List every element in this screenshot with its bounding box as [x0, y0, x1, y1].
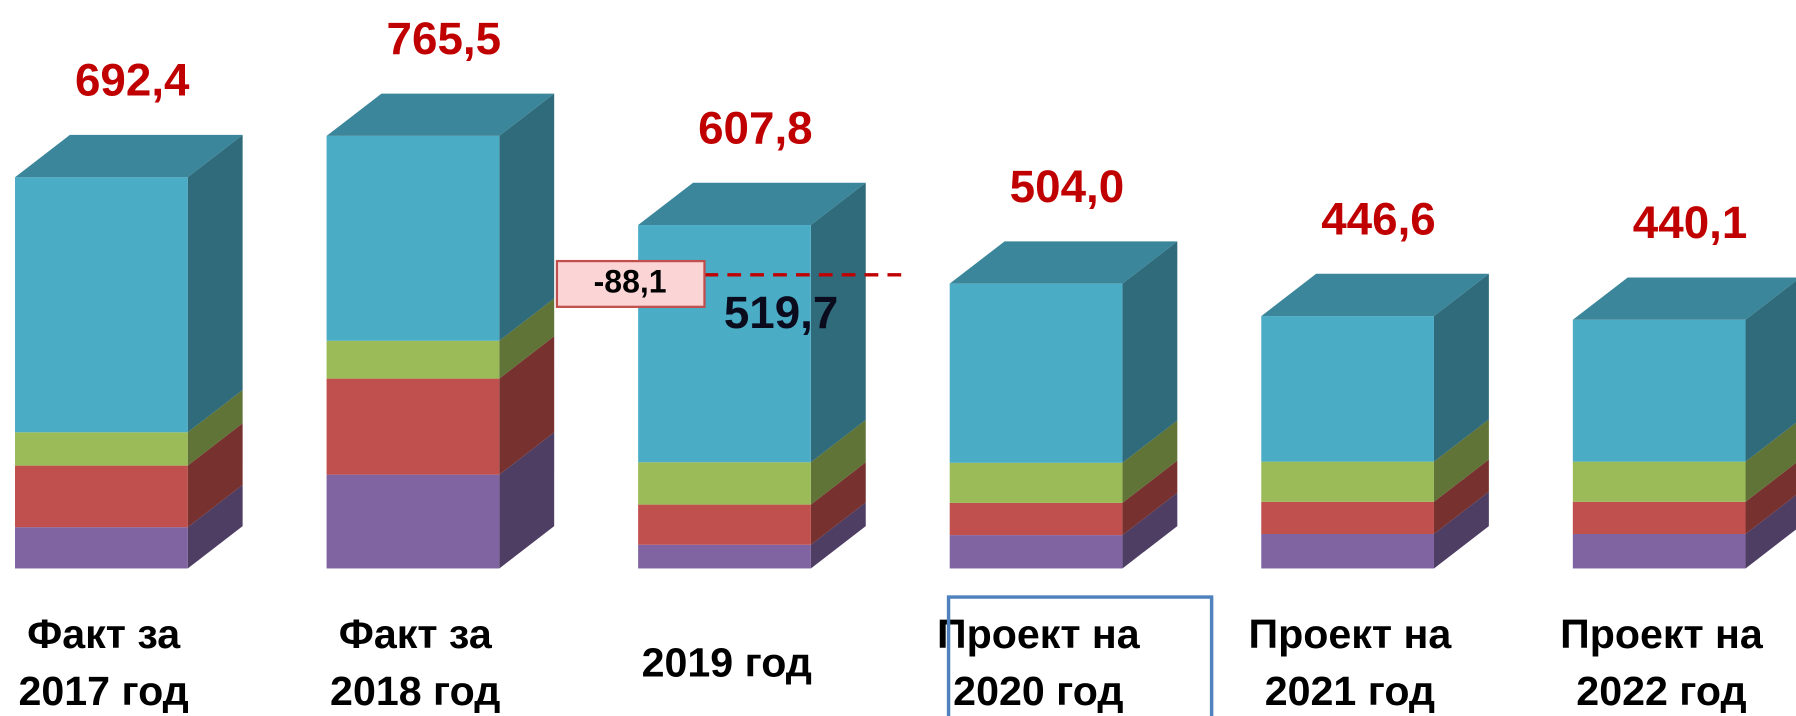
difference-label: -88,1 — [594, 263, 667, 299]
category-label: Факт за — [27, 611, 181, 657]
bar-segment — [1572, 533, 1746, 569]
bar-side — [1745, 280, 1796, 462]
total-label: 440,1 — [1633, 197, 1748, 248]
bar-segment — [949, 283, 1123, 463]
bar-segment — [638, 462, 811, 505]
bar-side — [810, 502, 866, 569]
category-label: 2017 год — [18, 668, 188, 714]
bar-segment — [949, 535, 1123, 569]
category-label: Факт за — [339, 611, 493, 657]
bar-segment — [1261, 533, 1434, 569]
bar-side — [1122, 492, 1178, 569]
bar-segment — [638, 544, 811, 569]
bar-top — [15, 134, 243, 178]
bar-top — [326, 93, 555, 136]
bar-side — [499, 298, 555, 379]
bar-segment — [1572, 461, 1746, 502]
bar-side — [187, 134, 243, 433]
bar-side — [499, 336, 555, 475]
bar-side — [1122, 241, 1178, 463]
bar-top — [1261, 273, 1489, 317]
bar-segment — [326, 474, 500, 569]
category-label: 2019 год — [642, 640, 812, 686]
bar-segment — [1261, 316, 1434, 462]
bar-segment — [1572, 501, 1746, 534]
bar-segment — [638, 504, 811, 545]
bar-side — [810, 419, 866, 505]
total-label: 765,5 — [387, 13, 502, 64]
category-label: Проект на — [1560, 611, 1764, 657]
bar-side — [1433, 459, 1489, 534]
total-label: 504,0 — [1010, 161, 1125, 212]
bar-side — [187, 484, 243, 569]
category-label: 2018 год — [330, 668, 500, 714]
bar-side — [1433, 419, 1489, 502]
bar-side — [1433, 273, 1489, 462]
category-label: 2021 год — [1265, 668, 1435, 714]
bar-side — [1745, 495, 1796, 569]
category-label: Проект на — [1249, 611, 1453, 657]
bar-segment — [326, 340, 500, 379]
reference-label: 519,7 — [724, 287, 839, 338]
bar-segment — [1261, 461, 1434, 502]
bar-side — [187, 389, 243, 466]
total-label: 607,8 — [698, 102, 813, 153]
bar-segment — [15, 465, 188, 528]
difference-box — [555, 259, 706, 308]
category-label: 2020 год — [953, 668, 1123, 714]
bar-segment — [1261, 501, 1434, 534]
bar-top — [638, 182, 866, 226]
bar-side — [810, 182, 866, 463]
bar-segment — [949, 462, 1123, 503]
bar-segment — [1572, 319, 1746, 462]
bar-side — [1433, 491, 1489, 569]
bar-segment — [326, 135, 500, 341]
bar-side — [810, 462, 866, 545]
category-label: 2022 год — [1576, 668, 1746, 714]
bar-segment — [15, 527, 188, 569]
category-box — [946, 595, 1214, 716]
bar-top — [1572, 277, 1796, 320]
total-label: 446,6 — [1321, 193, 1436, 244]
bar-segment — [949, 502, 1123, 536]
bar-side — [1122, 460, 1178, 536]
bar-side — [1745, 422, 1796, 502]
bar-side — [499, 93, 555, 341]
bar-side — [1122, 420, 1178, 503]
bar-segment — [326, 378, 500, 475]
bar-top — [949, 241, 1178, 284]
bar-side — [499, 432, 555, 569]
bar-segment — [15, 432, 188, 466]
bar-side — [1745, 462, 1796, 534]
category-label: Проект на — [937, 611, 1141, 657]
total-label: 692,4 — [75, 55, 190, 106]
bar-segment — [15, 177, 188, 433]
bar-side — [187, 423, 243, 528]
